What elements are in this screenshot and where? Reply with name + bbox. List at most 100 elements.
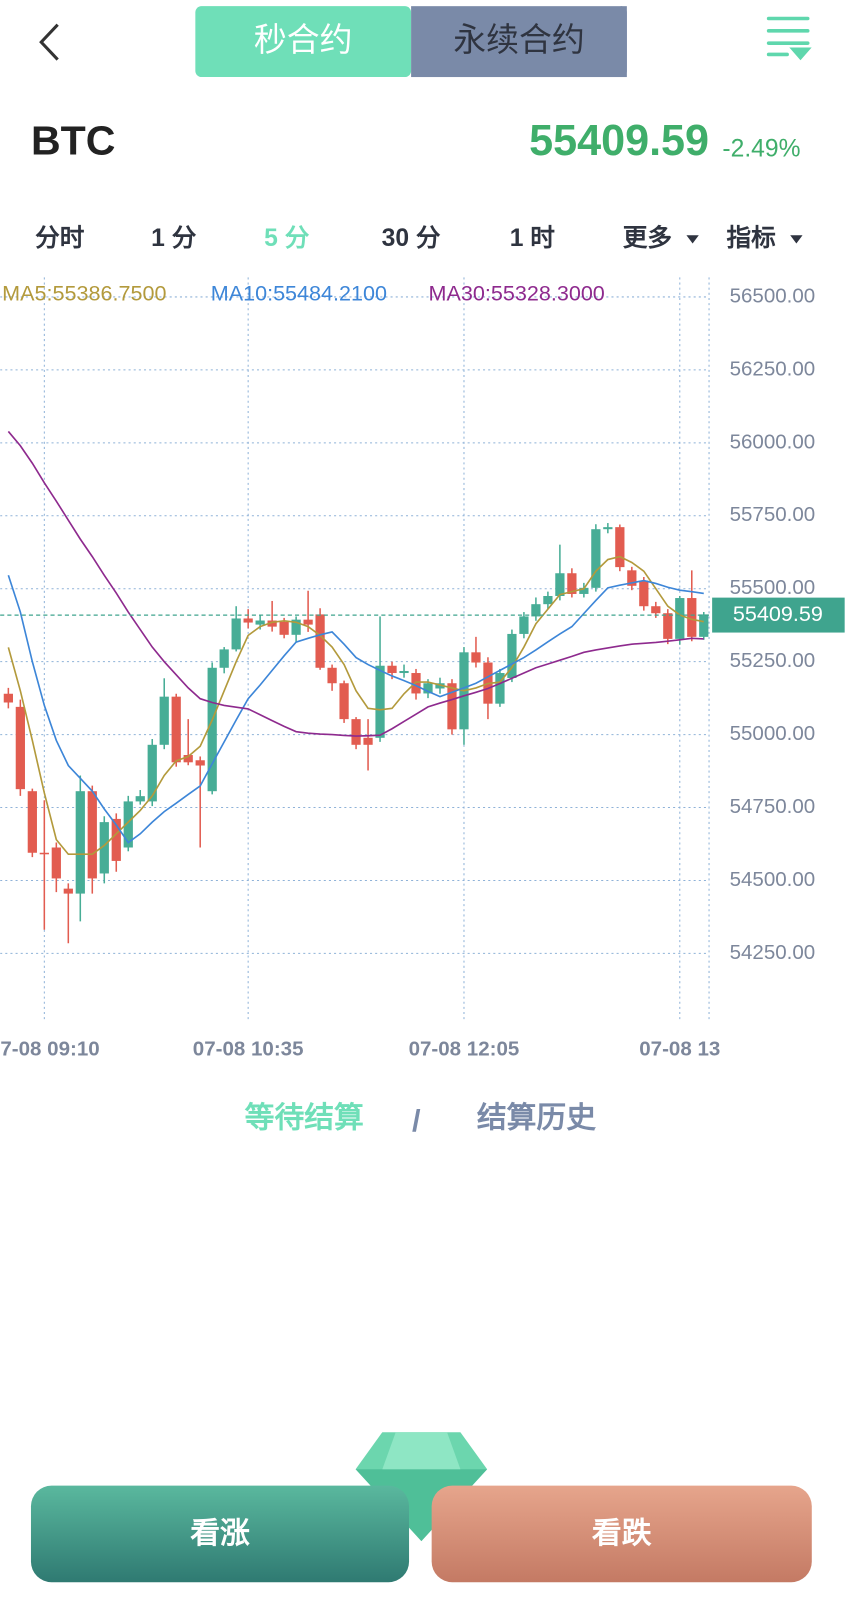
x-tick-label: 07-08 13 xyxy=(639,1037,720,1060)
candle-body xyxy=(435,683,445,689)
ma-legend: MA5:55386.7500 xyxy=(2,281,166,306)
candle-body xyxy=(219,649,229,668)
candle-body xyxy=(351,719,361,745)
interval-tab[interactable]: 1 分 xyxy=(151,224,197,252)
candle-body xyxy=(87,791,97,879)
ma-line xyxy=(7,555,704,856)
candle-body xyxy=(363,737,373,745)
candle-body xyxy=(159,696,169,745)
candle-body xyxy=(303,619,313,625)
candle-body xyxy=(471,652,481,663)
candle-body xyxy=(183,755,193,763)
candle-body xyxy=(519,616,529,634)
candle-body xyxy=(15,706,25,790)
menu-icon[interactable] xyxy=(766,16,812,61)
candle-body xyxy=(411,673,421,694)
candle-body xyxy=(111,818,121,861)
candle-body xyxy=(603,527,613,530)
candle-body xyxy=(39,852,49,855)
candle-body xyxy=(99,822,109,874)
dropdown-arrow xyxy=(790,235,803,244)
candle-body xyxy=(135,796,145,802)
candle-body xyxy=(207,667,217,792)
candle-body xyxy=(447,683,457,730)
candle-body xyxy=(543,596,553,605)
candle-body xyxy=(171,696,181,763)
buy-label[interactable]: 看涨 xyxy=(190,1517,250,1550)
y-tick-label: 55750.00 xyxy=(730,503,816,526)
interval-tab[interactable]: 5 分 xyxy=(264,224,310,252)
tab-corner xyxy=(620,6,627,78)
candle-body xyxy=(27,791,37,853)
candle-body xyxy=(579,587,589,594)
candle-body xyxy=(615,527,625,568)
change: -2.49% xyxy=(722,136,800,163)
y-tick-label: 55250.00 xyxy=(730,649,816,672)
candle-body xyxy=(123,801,133,848)
candle-body xyxy=(651,606,661,614)
candle-body xyxy=(591,529,601,588)
y-tick-label: 56500.00 xyxy=(730,284,816,307)
candle-body xyxy=(375,665,385,738)
ma-line xyxy=(7,430,704,737)
candle-body xyxy=(279,621,289,635)
sell-button[interactable] xyxy=(431,1485,812,1583)
candle-body xyxy=(675,598,685,639)
ma-legend: MA10:55484.2100 xyxy=(211,281,387,306)
candle-body xyxy=(3,693,13,703)
record-tab[interactable]: 等待结算 xyxy=(245,1101,364,1135)
symbol: BTC xyxy=(31,118,115,164)
price: 55409.59 xyxy=(529,117,709,165)
last-price-box xyxy=(712,597,845,633)
candle-body xyxy=(315,614,325,668)
buy-button[interactable] xyxy=(30,1485,410,1583)
record-tab[interactable]: 结算历史 xyxy=(477,1101,596,1135)
interval-tab[interactable]: 分时 xyxy=(35,224,85,252)
candle-body xyxy=(243,618,253,623)
candle-body xyxy=(267,620,277,627)
candle-body xyxy=(195,760,205,766)
candle-body xyxy=(147,744,157,802)
sell-label[interactable]: 看跌 xyxy=(592,1517,652,1550)
candle-body xyxy=(327,667,337,684)
interval-tab[interactable]: 指标 xyxy=(727,224,777,252)
tab-label[interactable]: 秒合约 xyxy=(254,21,353,58)
interval-bar: 分时 1 分 5 分 30 分 1 时 更多 指标 xyxy=(35,224,776,252)
candle-body xyxy=(555,573,565,597)
candle-body xyxy=(255,620,265,625)
interval-tab[interactable]: 1 时 xyxy=(510,224,556,252)
y-tick-label: 54250.00 xyxy=(730,941,816,964)
x-tick-label: 07-08 10:35 xyxy=(193,1037,304,1060)
candle-body xyxy=(339,683,349,720)
plot-area xyxy=(0,277,710,1023)
candle-body xyxy=(291,619,301,635)
candle-body xyxy=(531,604,541,617)
last-price-label: 55409.59 xyxy=(733,601,823,626)
candle-body xyxy=(387,665,397,674)
y-tick-label: 55000.00 xyxy=(730,722,816,745)
candle-body xyxy=(423,683,433,694)
candle-body xyxy=(639,580,649,607)
tab-label[interactable]: 永续合约 xyxy=(453,21,584,58)
candle-body xyxy=(507,633,517,678)
candle-body xyxy=(699,614,709,637)
candle-body xyxy=(567,573,577,594)
candle-body xyxy=(627,570,637,586)
y-tick-label: 56000.00 xyxy=(730,430,816,453)
y-tick-label: 54750.00 xyxy=(730,795,816,818)
tab-perpetual[interactable] xyxy=(411,6,627,78)
ma-legend: MA30:55328.3000 xyxy=(429,281,605,306)
interval-tab[interactable]: 30 分 xyxy=(382,224,441,252)
x-tick-label: 07-08 09:10 xyxy=(0,1037,100,1060)
interval-tab[interactable]: 更多 xyxy=(623,224,672,252)
dropdown-arrow xyxy=(686,235,699,244)
candle-body xyxy=(63,888,73,894)
y-tick-label: 56250.00 xyxy=(730,357,816,380)
back-button[interactable] xyxy=(39,23,59,61)
candle-body xyxy=(495,673,505,704)
y-tick-label: 54500.00 xyxy=(730,868,816,891)
separator: / xyxy=(412,1103,421,1138)
tab-second[interactable] xyxy=(195,6,412,78)
candle-body xyxy=(231,618,241,650)
